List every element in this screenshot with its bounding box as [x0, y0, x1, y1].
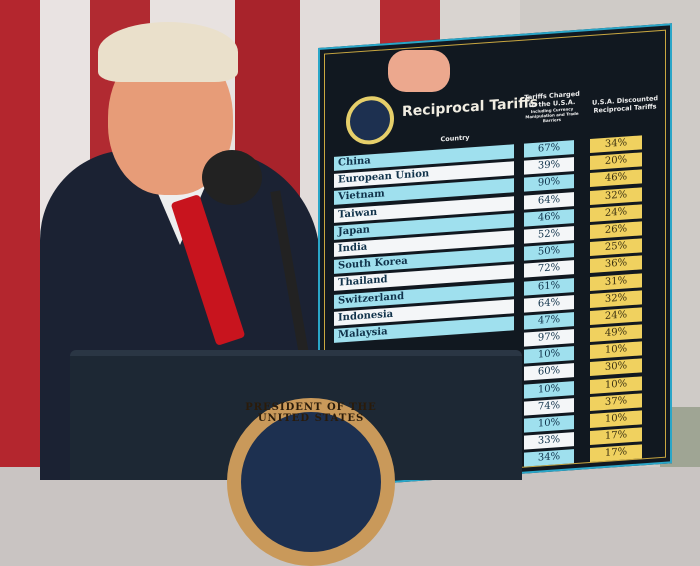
discounted-cell: 17% — [590, 427, 642, 446]
charged-cell: 97% — [524, 329, 574, 347]
discounted-cell: 20% — [590, 152, 642, 171]
discounted-cell: 37% — [590, 393, 642, 411]
discounted-cell: 24% — [590, 204, 642, 222]
discounted-cell: 31% — [590, 272, 642, 291]
discounted-cell: 10% — [590, 341, 642, 360]
charged-cell: 74% — [524, 397, 574, 416]
discounted-cell: 46% — [590, 169, 642, 188]
charged-cell: 10% — [524, 415, 574, 433]
discounted-cell: 17% — [590, 444, 642, 463]
podium: PRESIDENT OF THE UNITED STATES — [70, 350, 522, 566]
charged-cell: 39% — [524, 157, 574, 175]
speaker-hand — [388, 50, 450, 92]
charged-cell: 67% — [524, 140, 574, 158]
discounted-cell: 10% — [590, 375, 642, 394]
charged-cell: 60% — [524, 363, 574, 382]
discounted-cell: 32% — [590, 290, 642, 308]
charged-cell: 46% — [524, 208, 574, 227]
charged-cell: 10% — [524, 346, 574, 364]
seal-text: PRESIDENT OF THE UNITED STATES — [245, 402, 377, 424]
charged-cell: 50% — [524, 243, 574, 261]
discounted-cell: 10% — [590, 410, 642, 428]
charged-cell: 64% — [524, 191, 574, 210]
charged-cell: 10% — [524, 380, 574, 399]
speaker-hair — [98, 22, 238, 82]
discounted-cell: 36% — [590, 255, 642, 274]
charged-cell: 90% — [524, 174, 574, 192]
discounted-cell: 49% — [590, 324, 642, 343]
charged-cell: 72% — [524, 260, 574, 278]
charged-cell: 34% — [524, 449, 574, 467]
discounted-cell: 25% — [590, 238, 642, 257]
charged-cell: 61% — [524, 277, 574, 296]
discounted-cell: 34% — [590, 135, 642, 153]
charged-cell: 47% — [524, 311, 574, 330]
charged-cell: 64% — [524, 294, 574, 313]
discounted-cell: 32% — [590, 186, 642, 205]
charged-cell: 33% — [524, 432, 574, 450]
discounted-cell: 30% — [590, 358, 642, 377]
microphone-icon — [202, 150, 262, 205]
charged-header: Tariffs Charged to the U.S.A. Including … — [520, 89, 584, 124]
charged-cell: 52% — [524, 226, 574, 244]
discounted-cell: 26% — [590, 221, 642, 239]
discounted-cell: 24% — [590, 307, 642, 325]
